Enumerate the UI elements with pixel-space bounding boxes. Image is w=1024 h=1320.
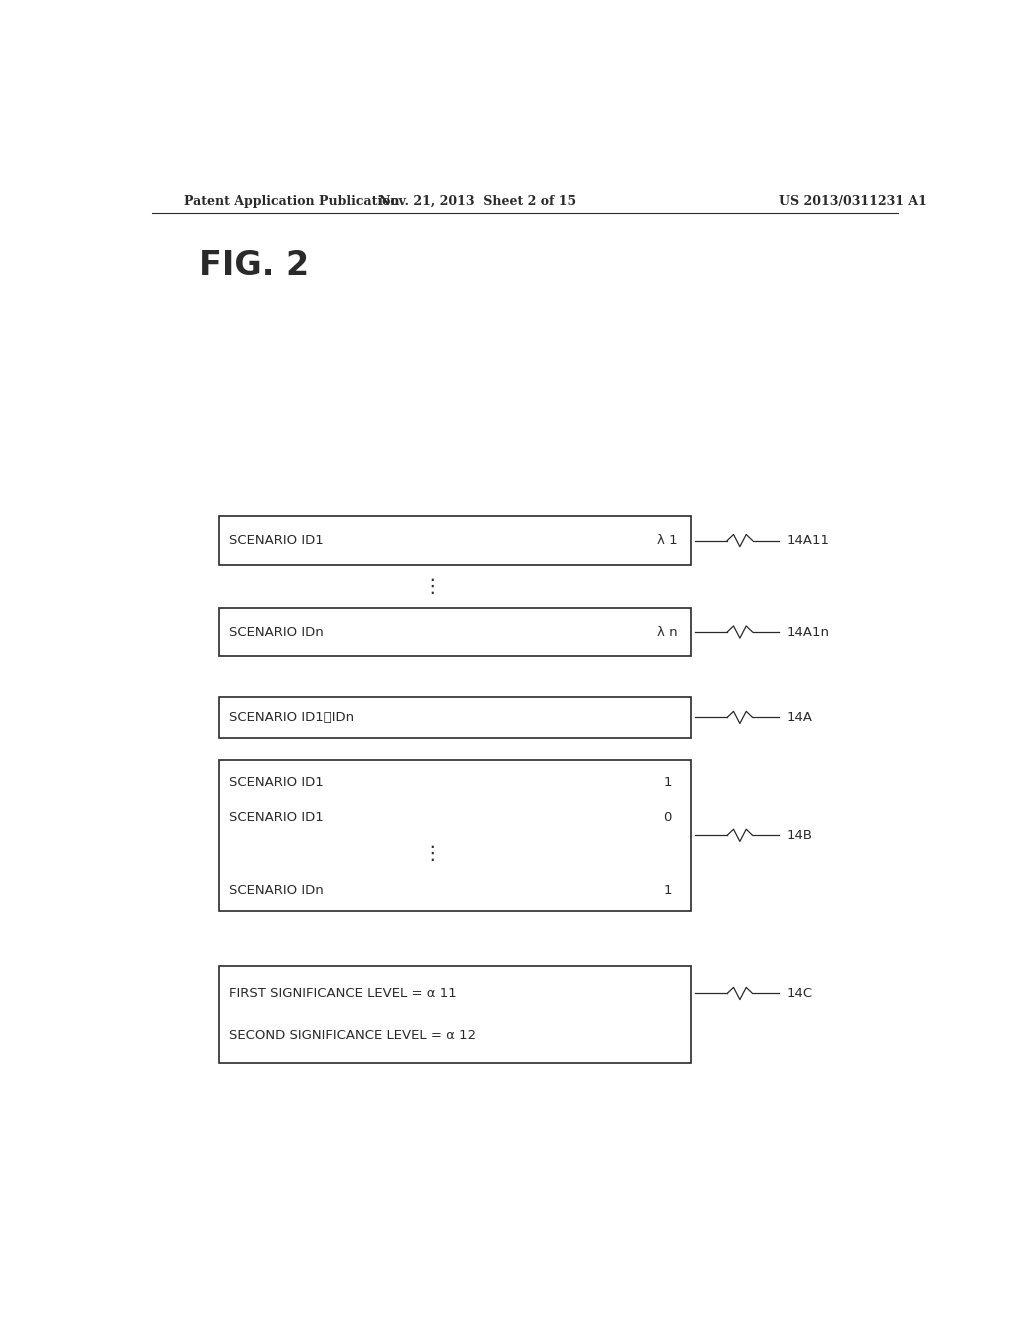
Text: SECOND SIGNIFICANCE LEVEL = α 12: SECOND SIGNIFICANCE LEVEL = α 12 [228, 1030, 476, 1043]
Text: 0: 0 [664, 810, 672, 824]
Text: US 2013/0311231 A1: US 2013/0311231 A1 [778, 194, 927, 207]
Bar [219, 697, 691, 738]
Text: SCENARIO ID1: SCENARIO ID1 [228, 535, 324, 546]
Text: Nov. 21, 2013  Sheet 2 of 15: Nov. 21, 2013 Sheet 2 of 15 [379, 194, 575, 207]
Text: 14C: 14C [786, 987, 813, 1001]
Text: Patent Application Publication: Patent Application Publication [183, 194, 399, 207]
Bar [219, 516, 691, 565]
Text: 14B: 14B [786, 829, 813, 842]
Text: SCENARIO ID1: SCENARIO ID1 [228, 810, 324, 824]
Text: ⋮: ⋮ [422, 843, 441, 863]
Text: SCENARIO ID1〜IDn: SCENARIO ID1〜IDn [228, 711, 354, 723]
Bar [219, 966, 691, 1063]
Text: ⋮: ⋮ [422, 577, 441, 595]
Text: FIRST SIGNIFICANCE LEVEL = α 11: FIRST SIGNIFICANCE LEVEL = α 11 [228, 987, 457, 1001]
Text: 14A11: 14A11 [786, 535, 829, 546]
Text: SCENARIO ID1: SCENARIO ID1 [228, 776, 324, 789]
Text: 14A: 14A [786, 711, 813, 723]
Bar [219, 607, 691, 656]
Text: 1: 1 [664, 776, 672, 789]
Text: 14A1n: 14A1n [786, 626, 829, 639]
Text: FIG. 2: FIG. 2 [200, 248, 309, 281]
Text: SCENARIO IDn: SCENARIO IDn [228, 884, 324, 898]
Text: 1: 1 [664, 884, 672, 898]
Text: SCENARIO IDn: SCENARIO IDn [228, 626, 324, 639]
Bar [219, 760, 691, 911]
Text: λ 1: λ 1 [656, 535, 677, 546]
Text: λ n: λ n [656, 626, 677, 639]
